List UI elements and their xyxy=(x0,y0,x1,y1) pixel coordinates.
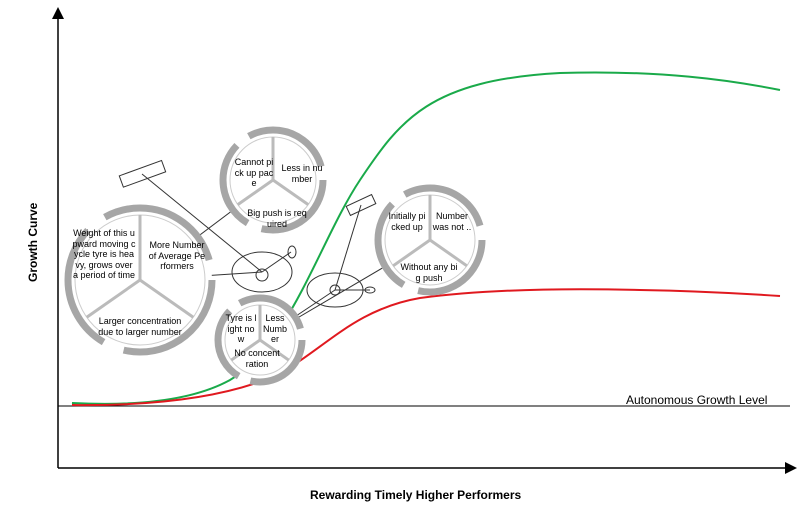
wheel-spoke xyxy=(429,238,468,268)
wheel-text: Without any big push xyxy=(400,262,458,283)
y-axis-label: Growth Curve xyxy=(26,203,40,282)
wheel-text: More Number of Average Performers xyxy=(148,240,206,271)
wheel-text: Weight of this upward moving cycle tyre … xyxy=(72,228,136,280)
wheel-text: Number was not .. xyxy=(432,211,472,232)
wheel-text: Less in number xyxy=(281,163,323,184)
green-curve xyxy=(71,71,781,405)
wheel-text: Initially picked up xyxy=(388,211,426,232)
wheel-spoke xyxy=(392,238,431,268)
autonomous-label: Autonomous Growth Level xyxy=(626,393,768,407)
wheel-spoke xyxy=(272,178,310,206)
wheel-text: Big push is required xyxy=(247,208,307,229)
wheel-spoke xyxy=(230,338,261,362)
wheel-text: No concentration xyxy=(234,348,280,369)
wheel-text: Cannot pick up pace xyxy=(234,157,274,188)
wheel-spoke xyxy=(139,278,195,319)
x-axis-label: Rewarding Timely Higher Performers xyxy=(310,488,522,502)
red-curve xyxy=(71,288,781,407)
wheel-text: Less Number xyxy=(262,313,287,344)
wheel-text: Tyre is light now xyxy=(225,313,257,344)
y-axis-label-text: Growth Curve xyxy=(26,202,40,282)
wheel-spoke xyxy=(236,178,274,206)
wheel-text: Larger concentration due to larger numbe… xyxy=(98,316,182,337)
wheel-spoke xyxy=(259,338,290,362)
wheels xyxy=(64,126,486,386)
wheel-spoke xyxy=(85,278,141,319)
